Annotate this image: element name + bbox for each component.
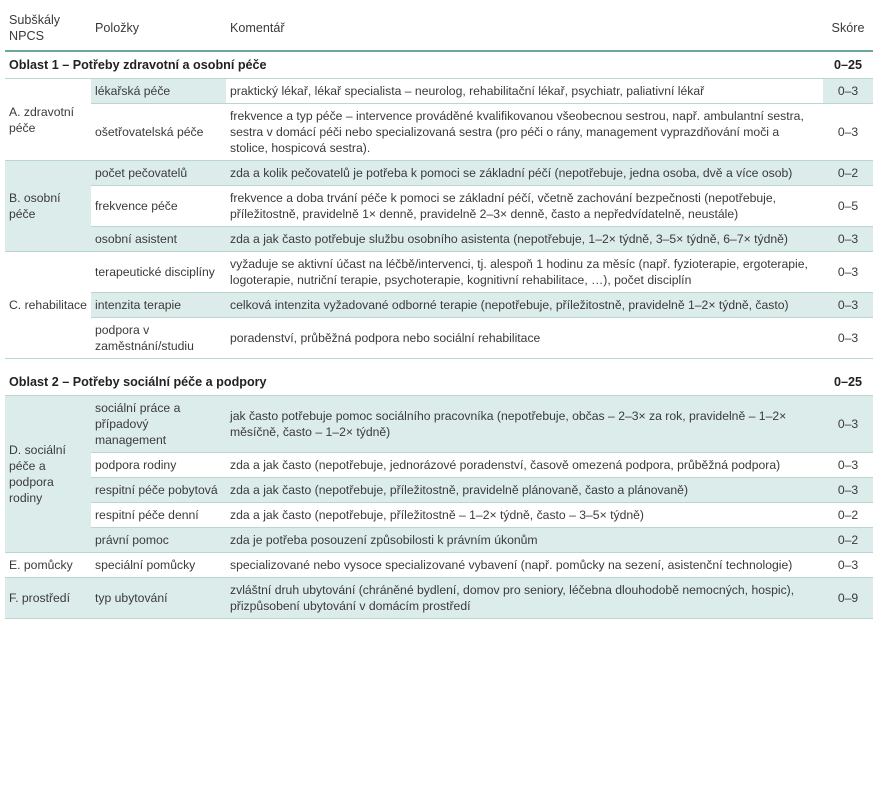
- table-row: intenzita terapie celková intenzita vyža…: [5, 292, 873, 318]
- row-item: speciální pomůcky: [91, 552, 226, 578]
- row-item: podpora rodiny: [91, 452, 226, 478]
- table-row: E. pomůcky speciální pomůcky specializov…: [5, 552, 873, 578]
- gap-cell: [5, 359, 873, 370]
- header-score: Skóre: [823, 10, 873, 52]
- subscale-d: D. sociální péče a podpora rodiny: [5, 395, 91, 553]
- table-row: A. zdravotní péče lékařská péče praktick…: [5, 78, 873, 161]
- row-score: 0–5: [823, 185, 873, 227]
- table-row: F. prostředí typ ubytování zvláštní druh…: [5, 577, 873, 619]
- npcs-table: Subškály NPCS Položky Komentář Skóre Obl…: [5, 10, 873, 619]
- subscale-a: A. zdravotní péče: [5, 78, 91, 161]
- row-item: respitní péče denní: [91, 502, 226, 528]
- section-gap: [5, 359, 873, 370]
- table-row: B. osobní péče počet pečovatelů zda a ko…: [5, 160, 873, 252]
- row-score: 0–9: [823, 577, 873, 619]
- row-item: typ ubytování: [91, 577, 226, 619]
- header-items: Položky: [91, 10, 226, 52]
- row-item: sociální práce a případový management: [91, 395, 226, 453]
- row-score: 0–3: [823, 317, 873, 359]
- table-header-row: Subškály NPCS Položky Komentář Skóre: [5, 10, 873, 52]
- row-score: 0–3: [823, 103, 873, 161]
- table-row: podpora rodiny zda a jak často (nepotřeb…: [5, 452, 873, 478]
- row-item: ošetřovatelská péče: [91, 103, 226, 161]
- table-row: D. sociální péče a podpora rodiny sociál…: [5, 395, 873, 553]
- row-comment: zda a jak často (nepotřebuje, jednorázov…: [226, 452, 823, 478]
- table-row: osobní asistent zda a jak často potřebuj…: [5, 226, 873, 252]
- row-item: právní pomoc: [91, 527, 226, 553]
- row-comment: zda a jak často (nepotřebuje, příležitos…: [226, 477, 823, 503]
- row-score: 0–3: [823, 251, 873, 293]
- row-item: počet pečovatelů: [91, 160, 226, 186]
- area-2-score: 0–25: [823, 369, 873, 396]
- row-comment: praktický lékař, lékař specialista – neu…: [226, 78, 823, 104]
- row-score: 0–3: [823, 452, 873, 478]
- row-comment: zda a jak často potřebuje službu osobníh…: [226, 226, 823, 252]
- row-comment: frekvence a typ péče – intervence provád…: [226, 103, 823, 161]
- table-row: podpora v zaměstnání/studiu poradenství,…: [5, 317, 873, 359]
- row-item: intenzita terapie: [91, 292, 226, 318]
- row-item: lékařská péče: [91, 78, 226, 104]
- row-item: frekvence péče: [91, 185, 226, 227]
- row-item: terapeutické disciplíny: [91, 251, 226, 293]
- row-score: 0–2: [823, 527, 873, 553]
- subscale-f: F. prostředí: [5, 577, 91, 619]
- row-comment: vyžaduje se aktivní účast na léčbě/inter…: [226, 251, 823, 293]
- area-1-row: Oblast 1 – Potřeby zdravotní a osobní pé…: [5, 51, 873, 79]
- header-comment: Komentář: [226, 10, 823, 52]
- header-subscale: Subškály NPCS: [5, 10, 91, 52]
- subscale-b: B. osobní péče: [5, 160, 91, 252]
- area-2-title: Oblast 2 – Potřeby sociální péče a podpo…: [5, 369, 823, 396]
- table-row: ošetřovatelská péče frekvence a typ péče…: [5, 103, 873, 161]
- row-comment: specializované nebo vysoce specializovan…: [226, 552, 823, 578]
- row-comment: zvláštní druh ubytování (chráněné bydlen…: [226, 577, 823, 619]
- subscale-e: E. pomůcky: [5, 552, 91, 578]
- row-score: 0–2: [823, 502, 873, 528]
- row-comment: poradenství, průběžná podpora nebo sociá…: [226, 317, 823, 359]
- row-item: respitní péče pobytová: [91, 477, 226, 503]
- area-1-title: Oblast 1 – Potřeby zdravotní a osobní pé…: [5, 51, 823, 79]
- table-row: respitní péče pobytová zda a jak často (…: [5, 477, 873, 503]
- area-2-row: Oblast 2 – Potřeby sociální péče a podpo…: [5, 369, 873, 396]
- row-item: osobní asistent: [91, 226, 226, 252]
- table-row: právní pomoc zda je potřeba posouzení zp…: [5, 527, 873, 553]
- row-score: 0–3: [823, 552, 873, 578]
- row-score: 0–3: [823, 226, 873, 252]
- subscale-c: C. rehabilitace: [5, 251, 91, 359]
- row-item: podpora v zaměstnání/studiu: [91, 317, 226, 359]
- row-score: 0–3: [823, 292, 873, 318]
- row-comment: zda a jak často (nepotřebuje, příležitos…: [226, 502, 823, 528]
- row-comment: frekvence a doba trvání péče k pomoci se…: [226, 185, 823, 227]
- row-comment: zda je potřeba posouzení způsobilosti k …: [226, 527, 823, 553]
- row-score: 0–2: [823, 160, 873, 186]
- row-comment: celková intenzita vyžadované odborné ter…: [226, 292, 823, 318]
- row-comment: jak často potřebuje pomoc sociálního pra…: [226, 395, 823, 453]
- table-row: C. rehabilitace terapeutické disciplíny …: [5, 251, 873, 359]
- row-comment: zda a kolik pečovatelů je potřeba k pomo…: [226, 160, 823, 186]
- table-row: respitní péče denní zda a jak často (nep…: [5, 502, 873, 528]
- table-row: frekvence péče frekvence a doba trvání p…: [5, 185, 873, 227]
- row-score: 0–3: [823, 78, 873, 104]
- row-score: 0–3: [823, 477, 873, 503]
- row-score: 0–3: [823, 395, 873, 453]
- area-1-score: 0–25: [823, 51, 873, 79]
